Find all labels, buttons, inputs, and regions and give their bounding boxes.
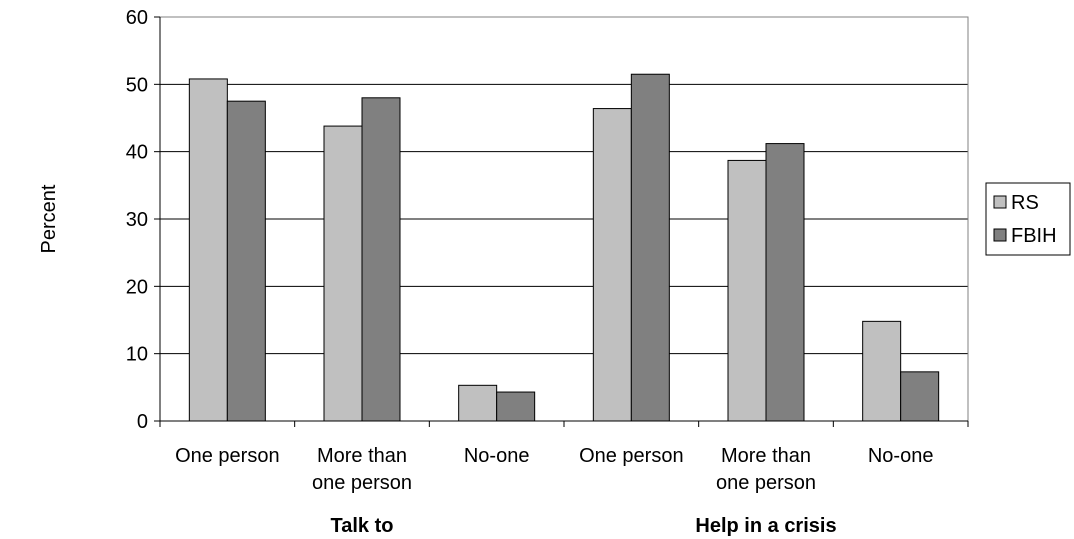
x-tick-label: one person [716, 472, 816, 494]
bar-fbih-1 [361, 97, 401, 422]
y-tick-label: 40 [126, 142, 148, 164]
group-labels: Talk to Help in a crisis [331, 515, 837, 537]
x-tick-label: More than [721, 445, 811, 467]
bar-rs-4 [727, 159, 767, 422]
bar-fbih-0 [226, 100, 266, 422]
group-label: Help in a crisis [695, 515, 836, 537]
bar-rs-1 [323, 125, 363, 422]
bars [188, 73, 940, 422]
axes [154, 16, 969, 427]
legend-swatch-fbih [993, 228, 1007, 242]
legend-label-rs: RS [1011, 192, 1039, 214]
x-tick-label: More than [317, 445, 407, 467]
bar-fbih-3 [630, 73, 670, 422]
group-label: Talk to [331, 515, 394, 537]
legend-label-fbih: FBIH [1011, 225, 1057, 247]
bar-rs-5 [862, 320, 902, 422]
bar-fbih-5 [900, 371, 940, 422]
y-tick-labels: 0 10 20 30 40 50 60 [126, 7, 148, 433]
legend-box [985, 182, 1071, 256]
grid-lines [160, 16, 968, 355]
bar-fbih-4 [765, 143, 805, 422]
y-tick-label: 50 [126, 74, 148, 96]
x-tick-label: No-one [868, 445, 934, 467]
x-tick-label: one person [312, 472, 412, 494]
y-tick-label: 0 [137, 411, 148, 433]
legend: RS FBIH [985, 182, 1071, 256]
y-axis-label: Percent [38, 184, 60, 253]
legend-swatch-rs [993, 195, 1007, 209]
bar-rs-3 [592, 108, 632, 422]
x-tick-labels: One person More than one person No-one One p… [175, 445, 933, 494]
x-tick-label: One person [579, 445, 684, 467]
bar-rs-2 [458, 384, 498, 422]
y-tick-label: 10 [126, 344, 148, 366]
y-tick-label: 20 [126, 276, 148, 298]
bar-rs-0 [188, 78, 228, 422]
x-tick-label: One person [175, 445, 280, 467]
y-tick-label: 60 [126, 7, 148, 29]
y-tick-label: 30 [126, 209, 148, 231]
x-tick-label: No-one [464, 445, 530, 467]
bar-fbih-2 [496, 391, 536, 422]
